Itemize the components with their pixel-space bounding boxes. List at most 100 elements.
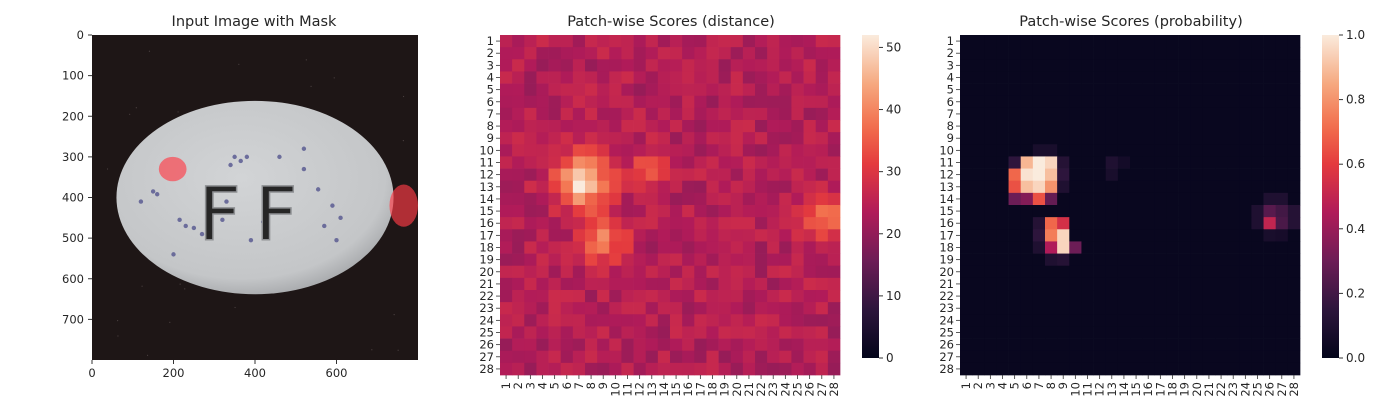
heatmap-cell (791, 217, 804, 230)
heatmap-cell (755, 71, 768, 84)
heatmap-cell (500, 192, 513, 206)
heatmap-cell (984, 350, 997, 364)
heatmap-cell (512, 277, 525, 291)
x-tick-label: 200 (163, 366, 185, 380)
heatmap-cell (803, 83, 817, 97)
heatmap-cell (1287, 120, 1301, 133)
heatmap-cell (1008, 277, 1022, 291)
heatmap-cell (1239, 362, 1252, 376)
heatmap-cell (1130, 241, 1143, 254)
heatmap-cell (1202, 156, 1216, 169)
heatmap-cell (815, 326, 829, 339)
heatmap-cell (1130, 59, 1143, 72)
heatmap-cell (1166, 229, 1179, 242)
heatmap-cell (500, 362, 513, 376)
heatmap-cell (1202, 35, 1216, 48)
heatmap-cell (1275, 168, 1289, 182)
heatmap-cell (803, 120, 817, 133)
heatmap-cell (1020, 302, 1034, 315)
heatmap-cell (657, 314, 671, 327)
colorbar-tick-label: 20 (886, 227, 901, 241)
heatmap-cell (597, 326, 610, 339)
row-label: 13 (479, 180, 494, 194)
heatmap-cell (827, 241, 841, 254)
heatmap-cell (767, 253, 780, 267)
heatmap-cell (597, 132, 610, 145)
heatmap-cell (718, 229, 732, 242)
row-label: 20 (939, 265, 954, 279)
heatmap-cell (827, 47, 841, 60)
col-label: 21 (1202, 382, 1216, 397)
heatmap-cell (500, 120, 513, 133)
heatmap-cell (1263, 107, 1277, 121)
heatmap-cell (1105, 241, 1119, 254)
heatmap-cell (1166, 107, 1179, 121)
heatmap-cell (670, 168, 683, 182)
heatmap-cell (1045, 241, 1058, 254)
heatmap-cell (1105, 132, 1119, 145)
heatmap-cell (1069, 217, 1082, 230)
heatmap-cell (1287, 144, 1301, 157)
heatmap-cell (1166, 302, 1179, 315)
heatmap-cell (803, 229, 817, 242)
heatmap-cell (1020, 265, 1034, 279)
heatmap-cell (742, 277, 756, 291)
heatmap-cell (1057, 59, 1070, 72)
heatmap-cell (1178, 302, 1192, 315)
heatmap-cell (1275, 314, 1289, 327)
heatmap-cell (1251, 59, 1264, 72)
heatmap-cell (755, 120, 768, 133)
heatmap-cell (779, 71, 792, 84)
heatmap-cell (742, 362, 756, 376)
heatmap-cell (803, 302, 817, 315)
heatmap-cell (682, 350, 695, 364)
heatmap-cell (1105, 302, 1119, 315)
heatmap-cell (1032, 338, 1046, 352)
heatmap-cell (1251, 290, 1264, 303)
heatmap-cell (1032, 107, 1046, 121)
heatmap-cell (682, 71, 695, 84)
heatmap-cell (1202, 253, 1216, 267)
heatmap-cell (1215, 277, 1228, 291)
heatmap-cell (779, 314, 792, 327)
heatmap-cell (1227, 326, 1240, 339)
heatmap-cell (597, 265, 610, 279)
heatmap-cell (767, 95, 780, 109)
heatmap-cell (767, 132, 780, 145)
heatmap-cell (827, 35, 841, 48)
heatmap-cell (1166, 156, 1179, 169)
background-speckle (129, 113, 131, 115)
heatmap-cell (1178, 192, 1192, 206)
heatmap-cell (670, 192, 683, 206)
heatmap-cell (1105, 338, 1119, 352)
heatmap-cell (560, 168, 574, 182)
heatmap-cell (779, 265, 792, 279)
col-label: 27 (815, 382, 829, 397)
heatmap-cell (827, 253, 841, 267)
heatmap-cell (1045, 302, 1058, 315)
heatmap-cell (996, 83, 1009, 97)
heatmap-cell (984, 107, 997, 121)
probability-heatmap-panel: Patch-wise Scores (probability) 12345678… (939, 14, 1365, 397)
heatmap-cell (1117, 71, 1131, 84)
heatmap-cell (694, 253, 707, 267)
heatmap-cell (560, 180, 574, 194)
heatmap-cell (500, 277, 513, 291)
heatmap-cell (633, 132, 647, 145)
heatmap-cell (1287, 265, 1301, 279)
heatmap-cell (972, 253, 985, 267)
heatmap-cell (682, 168, 695, 182)
heatmap-cell (791, 47, 804, 60)
heatmap-cell (1275, 180, 1289, 194)
background-speckle (371, 349, 373, 351)
heatmap-cell (1215, 180, 1228, 194)
heatmap-cell (1215, 302, 1228, 315)
heatmap-cell (1081, 120, 1094, 133)
heatmap-cell (1045, 59, 1058, 72)
heatmap-cell (1142, 314, 1155, 327)
pill-speckle (220, 217, 225, 223)
heatmap-cell (524, 95, 537, 109)
heatmap-cell (597, 314, 610, 327)
heatmap-cell (609, 71, 622, 84)
heatmap-cell (694, 302, 707, 315)
